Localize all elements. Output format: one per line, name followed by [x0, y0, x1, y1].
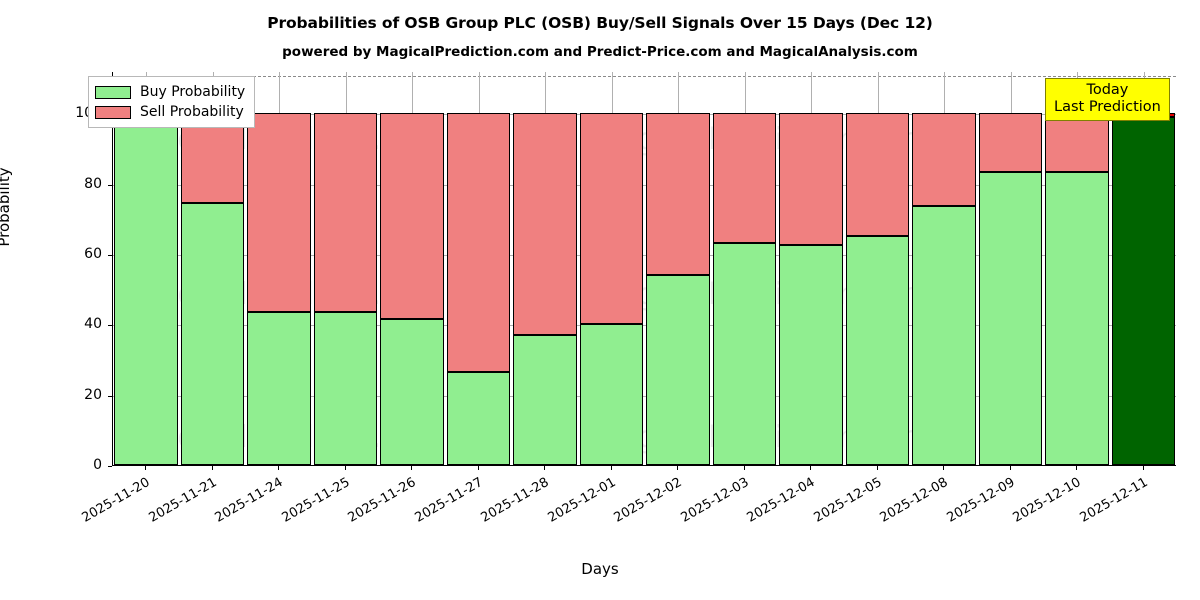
y-axis-tick-label: 20 — [84, 386, 102, 403]
x-axis-tick — [544, 466, 546, 470]
bar-segment-sell[interactable] — [247, 113, 311, 312]
legend-item-buy: Buy Probability — [95, 82, 245, 102]
legend-swatch-buy-icon — [95, 85, 131, 99]
y-axis-tick — [108, 466, 112, 468]
bar-segment-buy[interactable] — [779, 244, 843, 465]
x-axis-tick — [1009, 466, 1011, 470]
bar-segment-buy[interactable] — [712, 243, 777, 465]
bar-group[interactable] — [978, 71, 1043, 465]
y-axis-tick — [108, 184, 112, 186]
y-axis-tick-label: 80 — [84, 175, 102, 192]
bar-group[interactable] — [180, 71, 245, 465]
bar-segment-sell[interactable] — [912, 113, 976, 207]
x-axis-tick — [743, 466, 745, 470]
bar-segment-buy[interactable] — [579, 323, 644, 465]
bar-segment-sell[interactable] — [1045, 113, 1109, 172]
today-annotation-line1: Today — [1086, 82, 1129, 98]
chart-title: Probabilities of OSB Group PLC (OSB) Buy… — [267, 14, 933, 32]
today-annotation-line2: Last Prediction — [1054, 99, 1161, 116]
bar-group[interactable] — [114, 71, 178, 465]
bar-segment-buy[interactable] — [912, 206, 976, 465]
bar-segment-sell[interactable] — [380, 113, 444, 320]
bar-segment-sell[interactable] — [712, 113, 777, 244]
bar-group[interactable] — [579, 71, 644, 465]
x-axis-tick — [610, 466, 612, 470]
bar-group[interactable] — [247, 71, 311, 465]
y-gridline — [113, 325, 1176, 327]
bar-segment-buy[interactable] — [1045, 171, 1109, 465]
bar-segment-buy[interactable] — [978, 171, 1043, 465]
y-axis-tick-label: 60 — [84, 245, 102, 262]
x-axis-tick — [344, 466, 346, 470]
legend-item-sell: Sell Probability — [95, 102, 245, 122]
bar-group[interactable] — [779, 71, 843, 465]
legend: Buy Probability Sell Probability — [88, 76, 256, 128]
bar-segment-sell[interactable] — [646, 113, 710, 275]
bar-segment-buy[interactable] — [114, 121, 178, 465]
x-axis-tick — [211, 466, 213, 470]
y-axis-tick-label: 0 — [93, 457, 102, 473]
bar-group[interactable] — [712, 71, 777, 465]
x-axis-tick — [1076, 466, 1078, 470]
y-gridline — [113, 254, 1176, 256]
y-gridline — [113, 395, 1176, 397]
reference-dashed-line — [113, 75, 1176, 77]
today-annotation: Today Last Prediction — [1045, 78, 1170, 122]
x-axis-tick — [1142, 466, 1144, 470]
bar-segment-buy[interactable] — [446, 372, 511, 465]
bar-segment-sell[interactable] — [446, 113, 511, 373]
y-gridline — [113, 114, 1176, 116]
x-axis-tick — [477, 466, 479, 470]
bar-group[interactable] — [845, 71, 910, 465]
chart-subtitle: powered by MagicalPrediction.com and Pre… — [282, 44, 918, 60]
legend-label-buy: Buy Probability — [140, 84, 246, 100]
bar-group[interactable] — [513, 71, 577, 465]
bar-segment-buy[interactable] — [513, 334, 577, 465]
y-axis-tick — [108, 325, 112, 327]
legend-label-sell: Sell Probability — [140, 104, 244, 120]
x-axis-label: Days — [581, 560, 619, 578]
bar-segment-sell[interactable] — [513, 113, 577, 335]
bar-group[interactable] — [1045, 71, 1109, 465]
y-axis-tick — [108, 254, 112, 257]
y-gridline — [113, 184, 1176, 186]
bar-group-today[interactable] — [1111, 71, 1176, 465]
bar-segment-buy[interactable] — [313, 312, 378, 465]
plot-area: MagicalAnalysis.comMagicalPrediction.com… — [112, 72, 1176, 466]
bar-segment-sell[interactable] — [313, 113, 378, 313]
bar-segment-buy[interactable] — [845, 235, 910, 465]
x-axis-tick — [810, 466, 812, 470]
bar-segment-sell[interactable] — [845, 113, 910, 236]
bar-segment-buy[interactable] — [646, 274, 710, 465]
bar-segment-buy[interactable] — [180, 202, 245, 465]
legend-swatch-sell-icon — [95, 105, 131, 119]
x-axis-tick — [876, 466, 878, 470]
bar-group[interactable] — [380, 71, 444, 465]
plot-inner: MagicalAnalysis.comMagicalPrediction.com… — [113, 72, 1176, 465]
x-axis-tick — [943, 466, 945, 470]
y-axis-label: Probability — [0, 167, 13, 247]
bar-segment-buy[interactable] — [247, 311, 311, 465]
x-axis-tick — [145, 466, 147, 470]
bar-segment-buy[interactable] — [380, 319, 444, 465]
y-axis-tick — [108, 395, 112, 397]
bar-group[interactable] — [646, 71, 710, 465]
x-axis-tick — [677, 466, 679, 470]
bar-segment-sell[interactable] — [180, 113, 245, 203]
bar-segment-sell[interactable] — [978, 113, 1043, 172]
x-axis-tick — [278, 466, 280, 470]
bar-group[interactable] — [912, 71, 976, 465]
bar-group[interactable] — [313, 71, 378, 465]
x-axis-tick — [411, 466, 413, 470]
bar-segment-sell[interactable] — [579, 113, 644, 324]
bar-segment-sell[interactable] — [779, 113, 843, 245]
bar-group[interactable] — [446, 71, 511, 465]
bar-segment-buy[interactable] — [1111, 117, 1176, 465]
y-axis-tick-label: 40 — [84, 316, 102, 333]
